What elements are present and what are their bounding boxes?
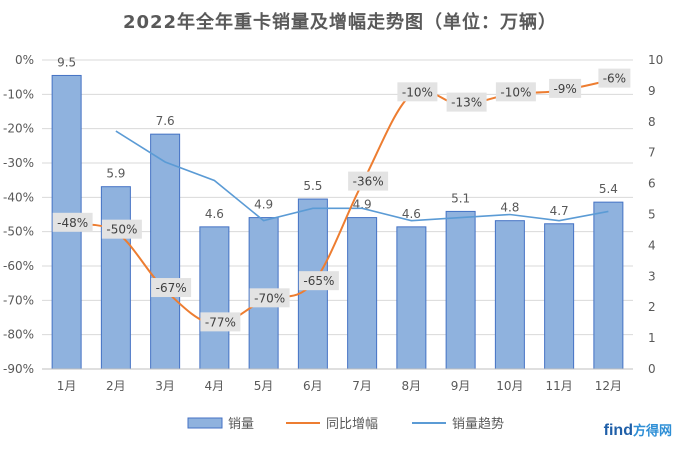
bar <box>593 201 624 370</box>
y-right-tick-label: 1 <box>648 331 656 345</box>
y-right-tick-label: 6 <box>648 177 656 191</box>
x-tick-label: 9月 <box>451 379 471 393</box>
growth-value-label: -67% <box>156 281 187 295</box>
growth-value-label: -65% <box>303 274 334 288</box>
x-tick-label: 6月 <box>303 379 323 393</box>
bar-value-label: 4.6 <box>402 207 421 221</box>
bar <box>150 133 181 370</box>
legend-label: 同比增幅 <box>326 417 378 432</box>
y-left-tick-label: -10% <box>3 87 34 101</box>
bar <box>396 226 427 370</box>
x-tick-label: 1月 <box>57 379 77 393</box>
x-tick-label: 5月 <box>254 379 274 393</box>
y-left-tick-label: -70% <box>3 293 34 307</box>
y-left-tick-label: -20% <box>3 122 34 136</box>
watermark-text: find <box>603 422 633 439</box>
bar-value-label: 9.5 <box>57 55 76 69</box>
y-right-tick-label: 5 <box>648 208 656 222</box>
growth-value-label: -13% <box>451 96 482 110</box>
bar-value-label: 4.6 <box>205 207 224 221</box>
bar <box>494 220 525 370</box>
bar-value-label: 5.4 <box>599 182 618 196</box>
growth-label-box <box>249 288 290 308</box>
watermark-logo: find方得网 <box>604 420 672 440</box>
trend-line <box>115 130 609 222</box>
y-left-tick-label: -90% <box>3 362 34 376</box>
growth-label-box <box>495 82 536 102</box>
growth-value-label: -9% <box>553 82 576 96</box>
bar-value-label: 4.9 <box>254 198 273 212</box>
bar <box>347 217 378 370</box>
y-right-tick-label: 7 <box>648 146 656 160</box>
growth-value-label: -77% <box>205 315 236 329</box>
bar-value-label: 4.8 <box>500 201 519 215</box>
growth-label-box <box>397 82 438 102</box>
growth-label-box <box>446 92 487 112</box>
y-left-tick-label: -80% <box>3 328 34 342</box>
growth-label-box <box>549 78 582 98</box>
x-tick-label: 12月 <box>595 379 622 393</box>
growth-value-label: -70% <box>254 291 285 305</box>
y-right-tick-label: 0 <box>648 362 656 376</box>
bar <box>445 210 476 370</box>
y-left-tick-label: 0% <box>15 53 34 67</box>
growth-label-box <box>151 278 192 298</box>
x-tick-label: 7月 <box>352 379 372 393</box>
growth-label-box <box>101 219 142 239</box>
bar-value-label: 4.7 <box>550 204 569 218</box>
x-tick-label: 2月 <box>106 379 126 393</box>
bar-value-label: 7.6 <box>156 114 175 128</box>
bar <box>100 186 131 370</box>
bar-value-label: 5.1 <box>451 191 470 205</box>
growth-label-box <box>298 271 339 291</box>
growth-label-box <box>348 171 389 191</box>
growth-value-label: -10% <box>500 85 531 99</box>
x-tick-label: 11月 <box>545 379 572 393</box>
bar <box>199 226 230 370</box>
y-right-tick-label: 10 <box>648 53 663 67</box>
y-left-tick-label: -30% <box>3 156 34 170</box>
growth-label-box <box>52 212 93 232</box>
bar-value-label: 5.5 <box>303 179 322 193</box>
y-right-tick-label: 2 <box>648 300 656 314</box>
y-left-tick-label: -50% <box>3 225 34 239</box>
x-tick-label: 8月 <box>402 379 422 393</box>
y-right-tick-label: 4 <box>648 238 656 252</box>
legend-label: 销量 <box>228 417 254 432</box>
bar-value-label: 5.9 <box>106 167 125 181</box>
growth-value-label: -10% <box>402 85 433 99</box>
y-right-tick-label: 9 <box>648 84 656 98</box>
growth-value-label: -50% <box>106 223 137 237</box>
growth-value-label: -36% <box>353 175 384 189</box>
x-tick-label: 10月 <box>496 379 523 393</box>
x-tick-label: 4月 <box>205 379 225 393</box>
legend-label: 销量趋势 <box>452 416 504 432</box>
legend-swatch <box>187 417 223 429</box>
growth-label-box <box>200 312 241 332</box>
y-right-tick-label: 8 <box>648 115 656 129</box>
y-right-tick-label: 3 <box>648 269 656 283</box>
bar <box>544 223 575 370</box>
growth-value-label: -48% <box>57 216 88 230</box>
growth-value-label: -6% <box>603 72 626 86</box>
watermark-text-cn: 方得网 <box>632 423 672 438</box>
chart-title: 2022年全年重卡销量及增幅走势图（单位：万辆） <box>122 12 558 33</box>
y-left-tick-label: -60% <box>3 259 34 273</box>
y-left-tick-label: -40% <box>3 190 34 204</box>
growth-label-box <box>598 68 631 88</box>
x-tick-label: 3月 <box>155 379 175 393</box>
